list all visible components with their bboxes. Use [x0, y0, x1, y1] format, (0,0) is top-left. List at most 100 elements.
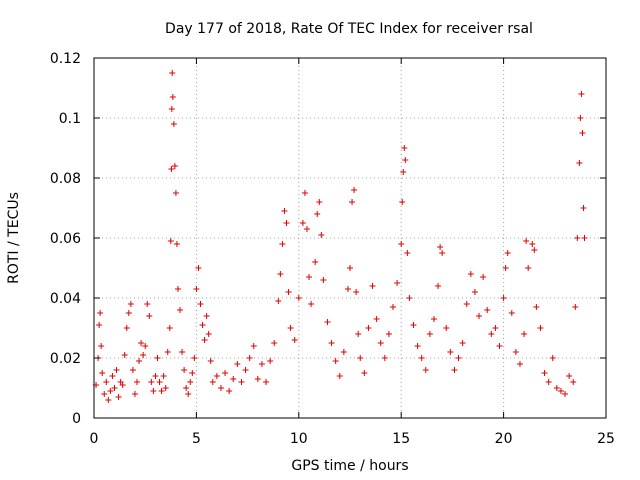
data-point-marker [336, 373, 343, 379]
x-tick-label: 0 [90, 431, 99, 447]
data-point-marker [504, 250, 511, 256]
data-point-marker [242, 367, 249, 373]
data-point-marker [144, 301, 151, 307]
data-point-marker [96, 322, 103, 328]
data-point-marker [471, 289, 478, 295]
data-point-marker [199, 322, 206, 328]
data-point-marker [148, 379, 155, 385]
data-point-marker [467, 271, 474, 277]
data-point-marker [170, 121, 177, 127]
data-point-marker [459, 340, 466, 346]
data-point-marker [576, 160, 583, 166]
data-point-marker [578, 91, 585, 97]
data-point-marker [167, 238, 174, 244]
data-point-marker [254, 376, 261, 382]
data-point-marker [301, 190, 308, 196]
data-point-marker [234, 361, 241, 367]
data-point-marker [581, 235, 588, 241]
data-point-marker [295, 295, 302, 301]
x-tick-label: 15 [392, 431, 410, 447]
data-point-marker [437, 244, 444, 250]
data-point-marker [150, 388, 157, 394]
data-point-marker [115, 394, 122, 400]
data-point-marker [476, 313, 483, 319]
data-point-marker [111, 385, 118, 391]
data-point-marker [101, 391, 108, 397]
data-point-marker [312, 259, 319, 265]
data-point-marker [193, 286, 200, 292]
data-point-marker [357, 355, 364, 361]
data-point-marker [201, 337, 208, 343]
y-tick-label: 0.08 [50, 171, 81, 187]
data-point-marker [154, 355, 161, 361]
data-point-marker [349, 199, 356, 205]
data-point-marker [306, 274, 313, 280]
data-point-marker [129, 367, 136, 373]
data-point-marker [451, 367, 458, 373]
y-tick-label: 0.12 [50, 51, 81, 67]
data-point-marker [355, 331, 362, 337]
data-point-marker [291, 337, 298, 343]
data-point-marker [574, 235, 581, 241]
data-point-marker [508, 310, 515, 316]
data-point-marker [529, 241, 536, 247]
data-point-marker [562, 391, 569, 397]
data-point-marker [531, 247, 538, 253]
data-point-marker [566, 373, 573, 379]
data-point-marker [181, 367, 188, 373]
data-point-marker [541, 370, 548, 376]
data-point-marker [299, 220, 306, 226]
data-point-marker [207, 358, 214, 364]
data-point-marker [516, 361, 523, 367]
data-point-marker [400, 169, 407, 175]
data-point-marker [525, 265, 532, 271]
data-point-marker [385, 331, 392, 337]
data-point-marker [577, 115, 584, 121]
data-point-marker [480, 274, 487, 280]
data-point-marker [572, 304, 579, 310]
data-point-marker [324, 319, 331, 325]
data-point-marker [447, 349, 454, 355]
data-point-marker [426, 331, 433, 337]
data-points [93, 70, 588, 403]
data-point-marker [557, 388, 564, 394]
data-point-marker [267, 358, 274, 364]
data-point-marker [361, 370, 368, 376]
data-point-marker [142, 343, 149, 349]
y-tick-label: 0.02 [50, 351, 81, 367]
data-point-marker [347, 265, 353, 271]
data-point-marker [545, 379, 552, 385]
data-point-marker [105, 397, 112, 403]
data-point-marker [422, 367, 429, 373]
data-point-marker [164, 349, 171, 355]
data-point-marker [316, 199, 323, 205]
data-point-marker [134, 379, 141, 385]
data-point-marker [250, 343, 257, 349]
data-point-marker [492, 325, 499, 331]
x-axis-label: GPS time / hours [291, 458, 408, 474]
y-tick-label: 0.06 [50, 231, 81, 247]
data-point-marker [158, 388, 165, 394]
data-point-marker [131, 391, 138, 397]
data-point-marker [303, 226, 310, 232]
data-point-marker [402, 157, 409, 163]
data-point-marker [187, 379, 194, 385]
y-tick-label: 0.1 [59, 111, 81, 127]
y-tick-label: 0.04 [50, 291, 81, 307]
data-point-marker [580, 205, 587, 211]
data-point-marker [484, 307, 491, 313]
data-point-marker [209, 379, 216, 385]
data-point-marker [97, 310, 104, 316]
data-point-marker [443, 325, 450, 331]
data-point-marker [185, 391, 192, 397]
data-point-marker [162, 385, 169, 391]
data-point-marker [217, 385, 224, 391]
x-tick-label: 10 [290, 431, 308, 447]
data-point-marker [406, 295, 413, 301]
data-point-marker [169, 70, 176, 76]
data-point-marker [205, 331, 212, 337]
data-point-marker [238, 379, 245, 385]
data-point-marker [399, 199, 406, 205]
data-point-marker [169, 94, 176, 100]
data-point-marker [455, 355, 462, 361]
